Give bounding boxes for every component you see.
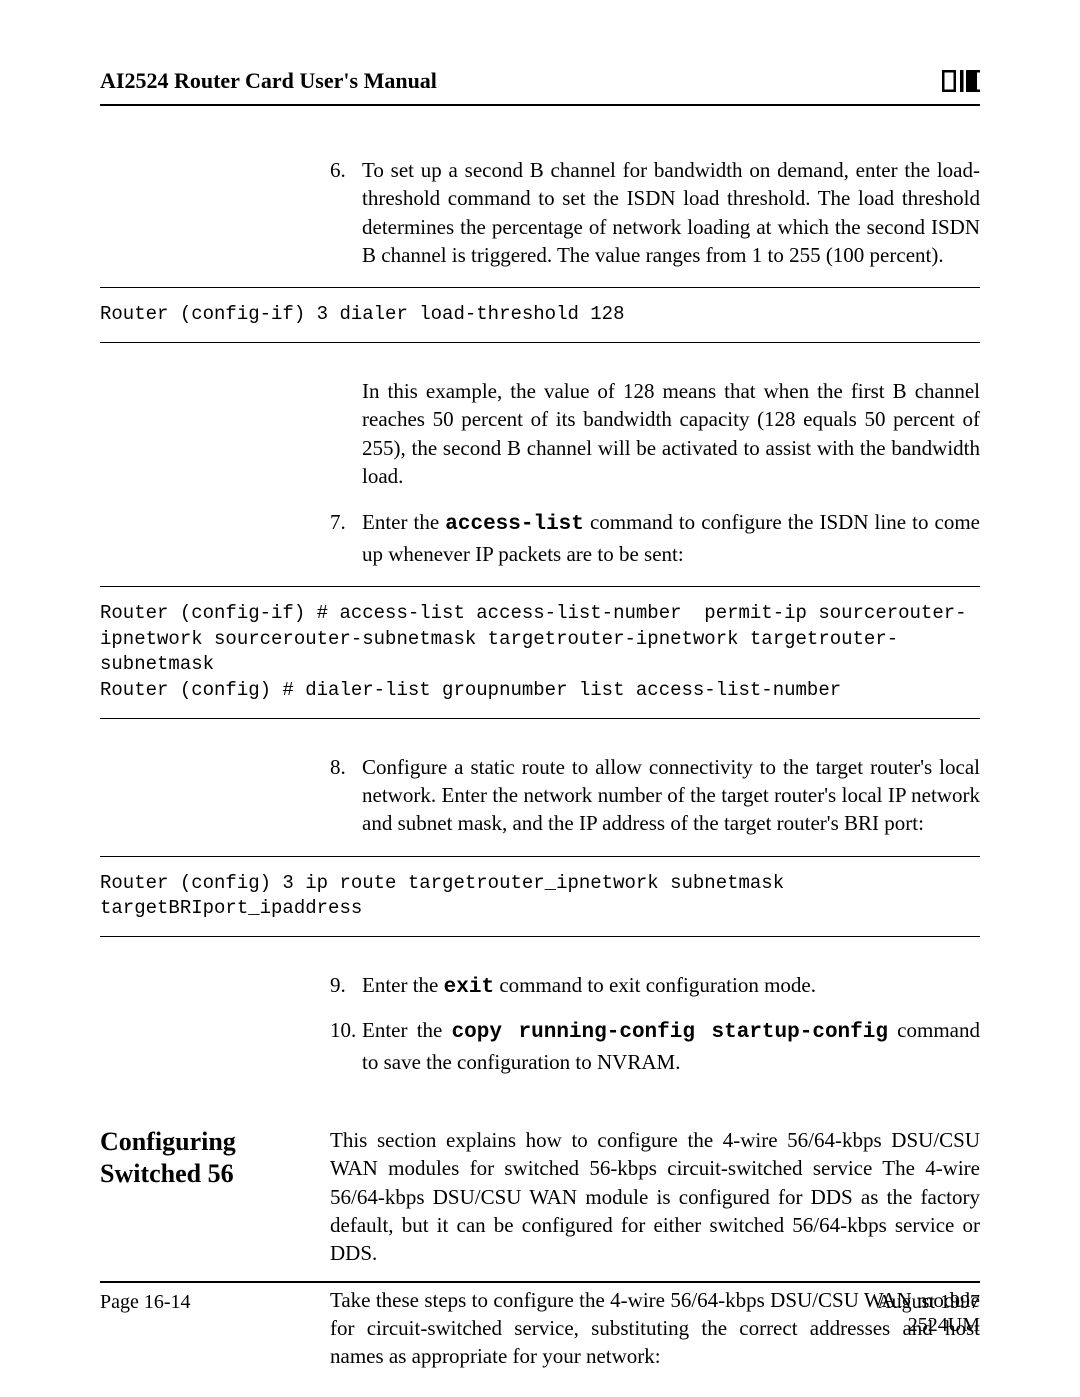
step-text: Configure a static route to allow connec… [362, 753, 980, 838]
content-area: 6. To set up a second B channel for band… [100, 156, 980, 1389]
step-text: Enter the copy running-config startup-co… [362, 1016, 980, 1076]
step-text: Enter the exit command to exit configura… [362, 971, 980, 1002]
step-7: 7. Enter the access-list command to conf… [330, 508, 980, 568]
step-10: 10. Enter the copy running-config startu… [330, 1016, 980, 1076]
step-number: 10. [330, 1016, 362, 1076]
page-header: AI2524 Router Card User's Manual [100, 68, 980, 106]
step-text: Enter the access-list command to configu… [362, 508, 980, 568]
section-heading: Configuring Switched 56 [100, 1126, 330, 1389]
section-body: This section explains how to configure t… [330, 1126, 980, 1389]
paragraph: In this example, the value of 128 means … [362, 377, 980, 490]
paragraph: This section explains how to configure t… [330, 1126, 980, 1268]
brand-logo-icon [942, 70, 980, 92]
page: AI2524 Router Card User's Manual 6. To s… [0, 0, 1080, 1397]
footer-right: August 1997 2524UM [877, 1291, 980, 1337]
inline-command: access-list [445, 513, 584, 536]
step-6: 6. To set up a second B channel for band… [330, 156, 980, 269]
steps-9-10: 9. Enter the exit command to exit config… [330, 971, 980, 1076]
page-footer: Page 16-14 August 1997 2524UM [100, 1281, 980, 1337]
text-pre: Enter the [362, 1018, 452, 1042]
step-number: 7. [330, 508, 362, 568]
step-8: 8. Configure a static route to allow con… [330, 753, 980, 838]
header-title: AI2524 Router Card User's Manual [100, 68, 437, 94]
code-block-3: Router (config) 3 ip route targetrouter_… [100, 856, 980, 937]
step-6-after: In this example, the value of 128 means … [330, 377, 980, 568]
text-pre: Enter the [362, 510, 445, 534]
step-number: 6. [330, 156, 362, 269]
text-pre: Enter the [362, 973, 444, 997]
step-number: 8. [330, 753, 362, 838]
code-block-1: Router (config-if) 3 dialer load-thresho… [100, 287, 980, 343]
step-number: 9. [330, 971, 362, 1002]
footer-page-number: Page 16-14 [100, 1291, 191, 1337]
section-configuring-switched-56: Configuring Switched 56 This section exp… [100, 1126, 980, 1389]
footer-date: August 1997 [877, 1291, 980, 1314]
footer-doc-id: 2524UM [877, 1314, 980, 1337]
step-text: To set up a second B channel for bandwid… [362, 156, 980, 269]
code-block-2: Router (config-if) # access-list access-… [100, 586, 980, 719]
inline-command: exit [444, 976, 494, 999]
text-post: command to exit configuration mode. [494, 973, 816, 997]
inline-command: copy running-config startup-config [452, 1021, 888, 1044]
step-9: 9. Enter the exit command to exit config… [330, 971, 980, 1002]
